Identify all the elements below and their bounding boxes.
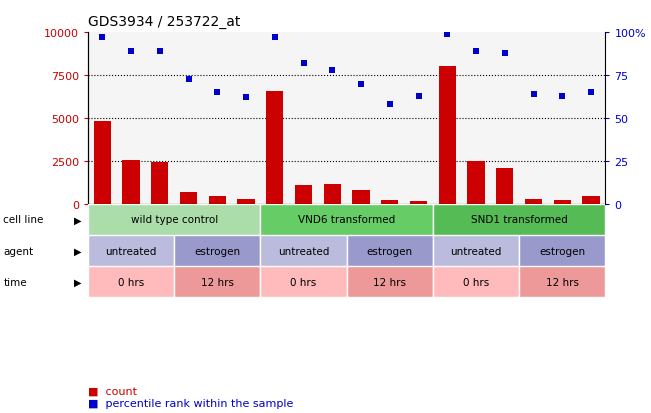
Text: ■  percentile rank within the sample: ■ percentile rank within the sample <box>88 398 293 408</box>
Bar <box>260 204 433 235</box>
Bar <box>260 235 346 266</box>
Bar <box>180 192 197 204</box>
Bar <box>94 122 111 204</box>
Bar <box>260 266 346 297</box>
Bar <box>352 191 370 204</box>
Point <box>270 35 280 41</box>
Bar <box>88 235 174 266</box>
Point <box>241 95 251 102</box>
Point <box>557 93 568 100</box>
Text: 0 hrs: 0 hrs <box>290 277 316 287</box>
Point <box>471 49 481 55</box>
Point <box>184 76 194 83</box>
Bar <box>519 266 605 297</box>
Point <box>356 81 367 88</box>
Text: untreated: untreated <box>450 246 502 256</box>
Bar <box>238 199 255 204</box>
Bar <box>324 185 341 204</box>
Point <box>529 91 539 98</box>
Text: ▶: ▶ <box>74 246 82 256</box>
Bar <box>553 200 571 204</box>
Text: wild type control: wild type control <box>130 215 218 225</box>
Point <box>442 31 452 38</box>
Bar <box>439 67 456 204</box>
Text: ▶: ▶ <box>74 215 82 225</box>
Point <box>586 90 596 96</box>
Text: estrogen: estrogen <box>194 246 240 256</box>
Bar <box>496 169 514 204</box>
Text: untreated: untreated <box>278 246 329 256</box>
Bar <box>346 235 433 266</box>
Bar <box>410 202 427 204</box>
Bar <box>346 266 433 297</box>
Bar <box>122 161 139 204</box>
Point <box>154 49 165 55</box>
Bar <box>174 266 260 297</box>
Text: 12 hrs: 12 hrs <box>201 277 234 287</box>
Point <box>97 35 107 41</box>
Bar <box>467 161 484 204</box>
Text: untreated: untreated <box>105 246 157 256</box>
Point <box>499 50 510 57</box>
Bar <box>208 197 226 204</box>
Bar <box>174 235 260 266</box>
Bar <box>583 197 600 204</box>
Bar <box>88 204 260 235</box>
Text: ■  count: ■ count <box>88 385 137 395</box>
Point <box>126 49 136 55</box>
Bar <box>295 185 312 204</box>
Text: 12 hrs: 12 hrs <box>546 277 579 287</box>
Text: 0 hrs: 0 hrs <box>118 277 144 287</box>
Bar <box>151 162 169 204</box>
Text: agent: agent <box>3 246 33 256</box>
Point <box>413 93 424 100</box>
Text: ▶: ▶ <box>74 277 82 287</box>
Text: estrogen: estrogen <box>539 246 585 256</box>
Text: estrogen: estrogen <box>367 246 413 256</box>
Bar <box>266 91 283 204</box>
Point <box>298 61 309 67</box>
Text: VND6 transformed: VND6 transformed <box>298 215 395 225</box>
Text: GDS3934 / 253722_at: GDS3934 / 253722_at <box>88 15 240 29</box>
Text: SND1 transformed: SND1 transformed <box>471 215 568 225</box>
Point <box>327 67 337 74</box>
Bar <box>381 201 398 204</box>
Bar <box>433 235 519 266</box>
Text: cell line: cell line <box>3 215 44 225</box>
Bar <box>525 199 542 204</box>
Bar <box>88 266 174 297</box>
Bar <box>433 204 605 235</box>
Point <box>212 90 223 96</box>
Bar <box>433 266 519 297</box>
Point <box>385 102 395 108</box>
Bar <box>519 235 605 266</box>
Text: time: time <box>3 277 27 287</box>
Text: 12 hrs: 12 hrs <box>373 277 406 287</box>
Text: 0 hrs: 0 hrs <box>463 277 489 287</box>
